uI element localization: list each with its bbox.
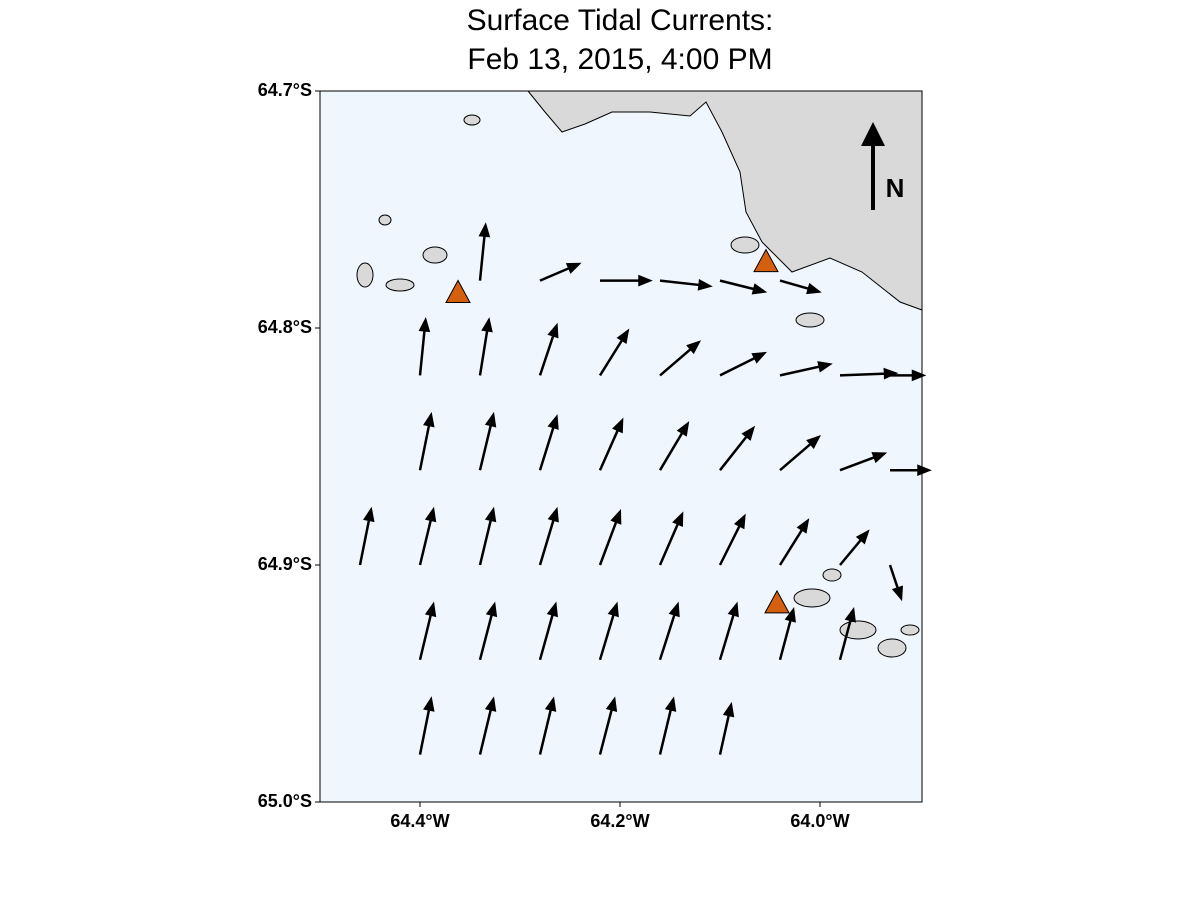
current-arrow <box>478 411 497 471</box>
current-arrow <box>598 509 622 566</box>
arrows <box>358 222 932 755</box>
current-arrow <box>719 351 768 377</box>
current-arrow <box>418 601 437 661</box>
current-arrow <box>478 506 497 566</box>
current-arrow <box>778 607 796 661</box>
island <box>463 114 481 126</box>
island <box>422 246 448 264</box>
current-arrow <box>418 411 435 471</box>
current-arrow <box>839 452 888 472</box>
current-arrow <box>418 696 435 755</box>
x-tick-label: 64.2°W <box>590 811 649 831</box>
current-arrow <box>600 274 653 287</box>
current-arrow <box>598 417 624 471</box>
x-tick-label: 64.0°W <box>790 811 849 831</box>
north-label: N <box>886 173 905 203</box>
current-arrow <box>890 464 932 477</box>
y-tick-label: 64.7°S <box>258 80 312 100</box>
current-arrow <box>598 696 618 755</box>
station-marker <box>445 279 471 303</box>
current-arrow <box>719 279 768 295</box>
current-arrow <box>598 601 619 661</box>
current-arrow <box>538 601 558 661</box>
current-arrow <box>778 518 810 566</box>
current-arrow <box>779 435 822 472</box>
current-arrow <box>718 513 746 566</box>
current-arrow <box>888 564 903 602</box>
current-arrow <box>418 317 431 376</box>
current-arrow <box>659 340 702 377</box>
current-arrow <box>658 601 680 661</box>
current-arrow <box>358 506 375 566</box>
current-arrow <box>659 279 713 291</box>
current-arrow <box>718 601 739 661</box>
plot-frame <box>319 90 923 803</box>
y-tick-label: 64.8°S <box>258 317 312 337</box>
current-arrow <box>839 529 870 566</box>
x-tick-label: 64.4°W <box>390 811 449 831</box>
land <box>526 90 923 311</box>
current-arrow <box>658 696 677 755</box>
current-arrow <box>538 506 559 566</box>
stations <box>445 248 790 614</box>
island <box>877 638 907 658</box>
islands <box>356 114 920 658</box>
chart-title: Surface Tidal Currents: <box>467 4 774 37</box>
current-arrow <box>718 701 735 755</box>
current-arrow <box>539 262 582 282</box>
current-arrow <box>538 696 557 755</box>
current-arrow <box>538 322 559 376</box>
island <box>378 214 392 226</box>
station-marker <box>753 248 779 273</box>
island <box>795 312 825 328</box>
island <box>822 568 842 582</box>
chart-subtitle: Feb 13, 2015, 4:00 PM <box>467 43 772 76</box>
island <box>356 262 374 288</box>
island <box>730 236 760 254</box>
current-arrow <box>478 696 497 755</box>
current-arrow <box>598 328 630 377</box>
current-arrow <box>658 511 684 566</box>
island <box>793 588 831 608</box>
current-arrow <box>890 369 927 382</box>
current-arrow <box>779 279 822 295</box>
current-arrow <box>719 425 756 471</box>
island <box>385 278 415 292</box>
island <box>900 624 920 636</box>
current-arrow <box>658 421 690 471</box>
current-arrow <box>538 414 559 471</box>
y-tick-label: 65.0°S <box>258 791 312 811</box>
current-arrow <box>838 607 856 661</box>
current-arrow <box>418 506 437 566</box>
current-arrow <box>478 222 491 281</box>
current-arrow <box>478 601 498 661</box>
station-marker <box>764 589 790 614</box>
north-arrow: N <box>861 122 904 210</box>
current-arrow <box>478 317 493 376</box>
current-arrow <box>779 361 833 377</box>
north-arrow-head <box>861 122 885 146</box>
y-tick-label: 64.9°S <box>258 554 312 574</box>
